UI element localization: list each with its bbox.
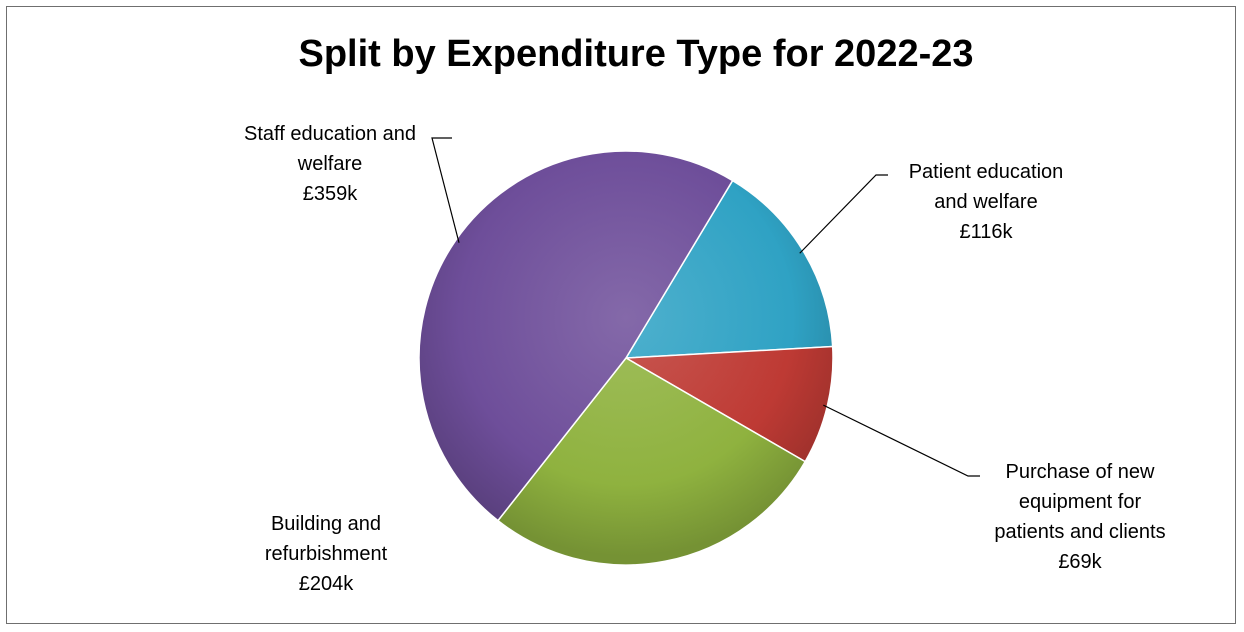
slice-label: Staff education and welfare £359k — [244, 123, 416, 205]
leader-line — [431, 137, 460, 243]
slice-name-label: refurbishment — [265, 543, 388, 565]
slice-labels: Patient education and welfare £116k Purchas… — [244, 123, 1166, 595]
pie-slice — [623, 345, 834, 463]
slice-name-label: equipment for — [1019, 491, 1142, 513]
slice-label: Building and refurbishment £204k — [265, 513, 388, 595]
slice-name-label: Patient education — [909, 161, 1064, 183]
pie-slice — [624, 179, 834, 359]
slice-value-label: £69k — [1058, 551, 1102, 573]
slice-name-label: Staff education and — [244, 123, 416, 145]
slice-value-label: £204k — [299, 573, 354, 595]
pie-slice — [496, 357, 807, 566]
slice-name-label: Purchase of new — [1006, 461, 1156, 483]
slice-label: Purchase of new equipment for patients and… — [994, 461, 1165, 573]
slice-name-label: patients and clients — [994, 521, 1165, 543]
slice-name-label: Building and — [271, 513, 381, 535]
slice-value-label: £116k — [959, 221, 1013, 243]
slice-name-label: welfare — [297, 153, 362, 175]
slice-label: Patient education and welfare £116k — [909, 161, 1064, 243]
chart-title: Split by Expenditure Type for 2022-23 — [298, 33, 973, 75]
slice-value-label: £359k — [303, 183, 358, 205]
leader-lines — [431, 137, 980, 477]
slice-name-label: and welfare — [934, 191, 1037, 213]
pie-slice — [418, 150, 734, 522]
leader-line — [799, 174, 888, 254]
leader-line — [823, 404, 980, 477]
pie-slices — [418, 150, 834, 566]
